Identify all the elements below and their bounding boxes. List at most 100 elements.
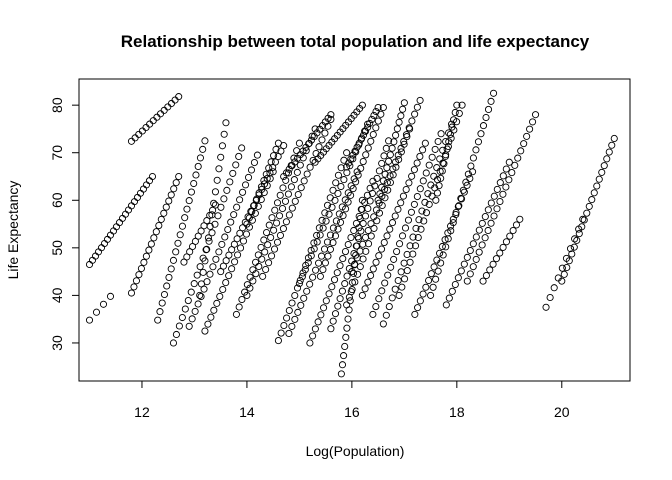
data-point <box>345 293 353 301</box>
data-point <box>451 108 459 117</box>
data-point <box>130 198 139 206</box>
data-point <box>375 252 383 260</box>
data-point <box>384 271 392 279</box>
data-point <box>356 263 364 271</box>
data-point <box>343 324 351 332</box>
data-point <box>236 244 245 252</box>
data-point <box>578 223 586 231</box>
data-point <box>190 280 198 288</box>
data-point <box>364 278 372 286</box>
data-point <box>165 273 173 281</box>
data-point <box>293 147 301 155</box>
data-point <box>337 182 345 191</box>
data-point <box>380 152 388 160</box>
data-point <box>306 163 314 171</box>
data-point <box>282 218 290 226</box>
data-point <box>348 268 356 276</box>
data-point <box>300 294 308 302</box>
data-point <box>342 333 350 341</box>
data-point <box>516 215 524 223</box>
data-point <box>367 220 375 228</box>
data-point <box>127 202 136 210</box>
data-point <box>427 270 435 278</box>
data-point <box>139 185 148 193</box>
data-point <box>272 145 280 153</box>
data-point <box>211 220 219 228</box>
data-point <box>317 252 326 260</box>
data-point <box>254 251 262 259</box>
data-point <box>425 276 433 285</box>
data-point <box>231 258 239 266</box>
data-point <box>150 234 158 242</box>
data-point <box>322 217 330 225</box>
data-point <box>542 303 550 311</box>
data-point <box>409 250 417 258</box>
data-point <box>478 219 486 227</box>
data-point <box>343 149 351 157</box>
data-point <box>566 245 575 253</box>
data-point <box>167 99 175 108</box>
data-point <box>303 170 311 178</box>
data-point <box>201 137 209 145</box>
data-point <box>379 177 387 185</box>
data-point <box>85 316 94 324</box>
data-point <box>106 292 115 300</box>
data-point <box>300 177 308 185</box>
data-point <box>376 190 384 198</box>
data-point <box>280 321 288 330</box>
data-point <box>115 219 124 227</box>
data-point <box>296 276 304 285</box>
data-point <box>460 188 468 196</box>
data-point <box>383 232 391 240</box>
data-point <box>496 179 504 187</box>
data-point <box>246 284 254 292</box>
data-point <box>346 297 354 305</box>
data-point <box>211 201 219 209</box>
data-point <box>585 202 593 210</box>
data-point <box>379 320 387 328</box>
data-point <box>175 93 183 101</box>
data-point <box>212 255 220 263</box>
data-point <box>224 225 232 234</box>
data-point <box>401 224 410 232</box>
data-point <box>329 239 337 247</box>
data-point <box>274 337 282 345</box>
data-point <box>386 178 394 187</box>
data-point <box>316 231 324 239</box>
data-point <box>560 270 568 278</box>
data-point <box>219 285 227 294</box>
data-point <box>267 233 275 242</box>
data-point <box>271 158 279 166</box>
data-point <box>509 226 517 235</box>
data-point <box>336 218 345 226</box>
data-point <box>242 230 251 238</box>
data-point <box>359 158 367 166</box>
data-point <box>290 176 298 184</box>
data-point <box>441 152 450 160</box>
data-point <box>277 329 285 337</box>
data-point <box>217 153 225 161</box>
data-point <box>350 226 358 235</box>
data-point <box>366 197 374 205</box>
data-point <box>356 214 364 223</box>
data-point <box>361 127 370 135</box>
data-point <box>369 265 377 273</box>
data-point <box>401 275 409 283</box>
data-point <box>499 243 507 251</box>
data-point <box>296 161 304 169</box>
data-point <box>375 295 383 303</box>
data-point <box>319 266 327 274</box>
data-point <box>324 252 332 260</box>
data-point <box>234 251 242 259</box>
data-point <box>598 168 606 176</box>
data-point <box>482 113 490 122</box>
data-point <box>236 229 244 237</box>
data-point <box>385 303 393 311</box>
data-point <box>417 225 425 233</box>
data-point <box>443 145 451 153</box>
data-point <box>219 262 227 270</box>
data-point <box>313 238 321 246</box>
data-point <box>133 193 142 201</box>
data-point <box>406 242 414 250</box>
data-point <box>345 159 353 167</box>
